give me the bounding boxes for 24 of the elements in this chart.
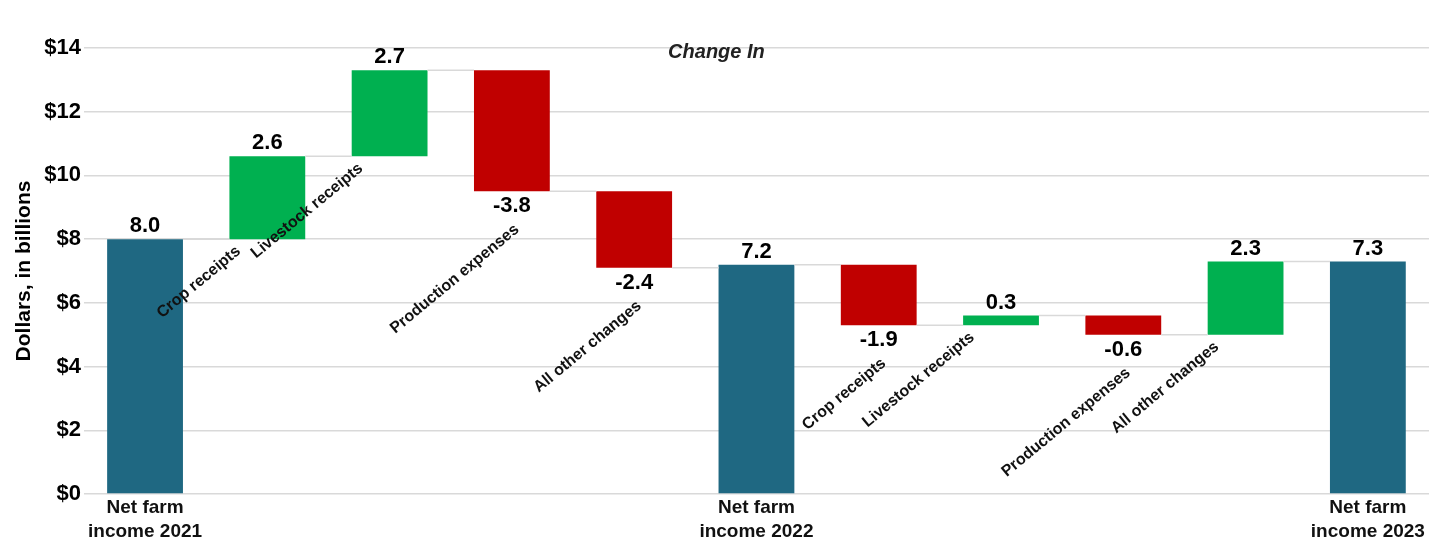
y-tick-label: $4	[56, 352, 82, 378]
data-label: -3.8	[492, 192, 531, 218]
y-tick-label: $12	[44, 97, 81, 123]
data-label: 8.0	[129, 212, 161, 238]
data-label: 2.7	[374, 43, 405, 69]
y-axis-title: Dollars, in billions	[11, 180, 35, 362]
data-label: -2.4	[615, 268, 654, 294]
y-tick-label: $2	[56, 416, 81, 442]
data-label: 0.3	[985, 288, 1017, 314]
x-tick-label: Net farm income 2023	[1310, 495, 1425, 541]
y-tick-label: $10	[44, 161, 81, 187]
x-tick-label: Net farm income 2022	[699, 495, 814, 541]
data-label: 7.2	[741, 237, 772, 263]
y-tick-label: $0	[56, 480, 81, 506]
y-tick-label: $8	[56, 225, 81, 251]
annotation: Change In	[668, 39, 765, 62]
data-label: 2.6	[252, 129, 283, 155]
y-tick-label: $6	[56, 288, 81, 314]
data-label: -0.6	[1104, 335, 1143, 361]
x-tick-label: Net farm income 2021	[88, 495, 203, 541]
data-label: 7.3	[1352, 234, 1384, 260]
y-tick-label: $14	[44, 34, 82, 60]
data-label: 2.3	[1230, 234, 1261, 260]
data-label: -1.9	[859, 326, 898, 352]
